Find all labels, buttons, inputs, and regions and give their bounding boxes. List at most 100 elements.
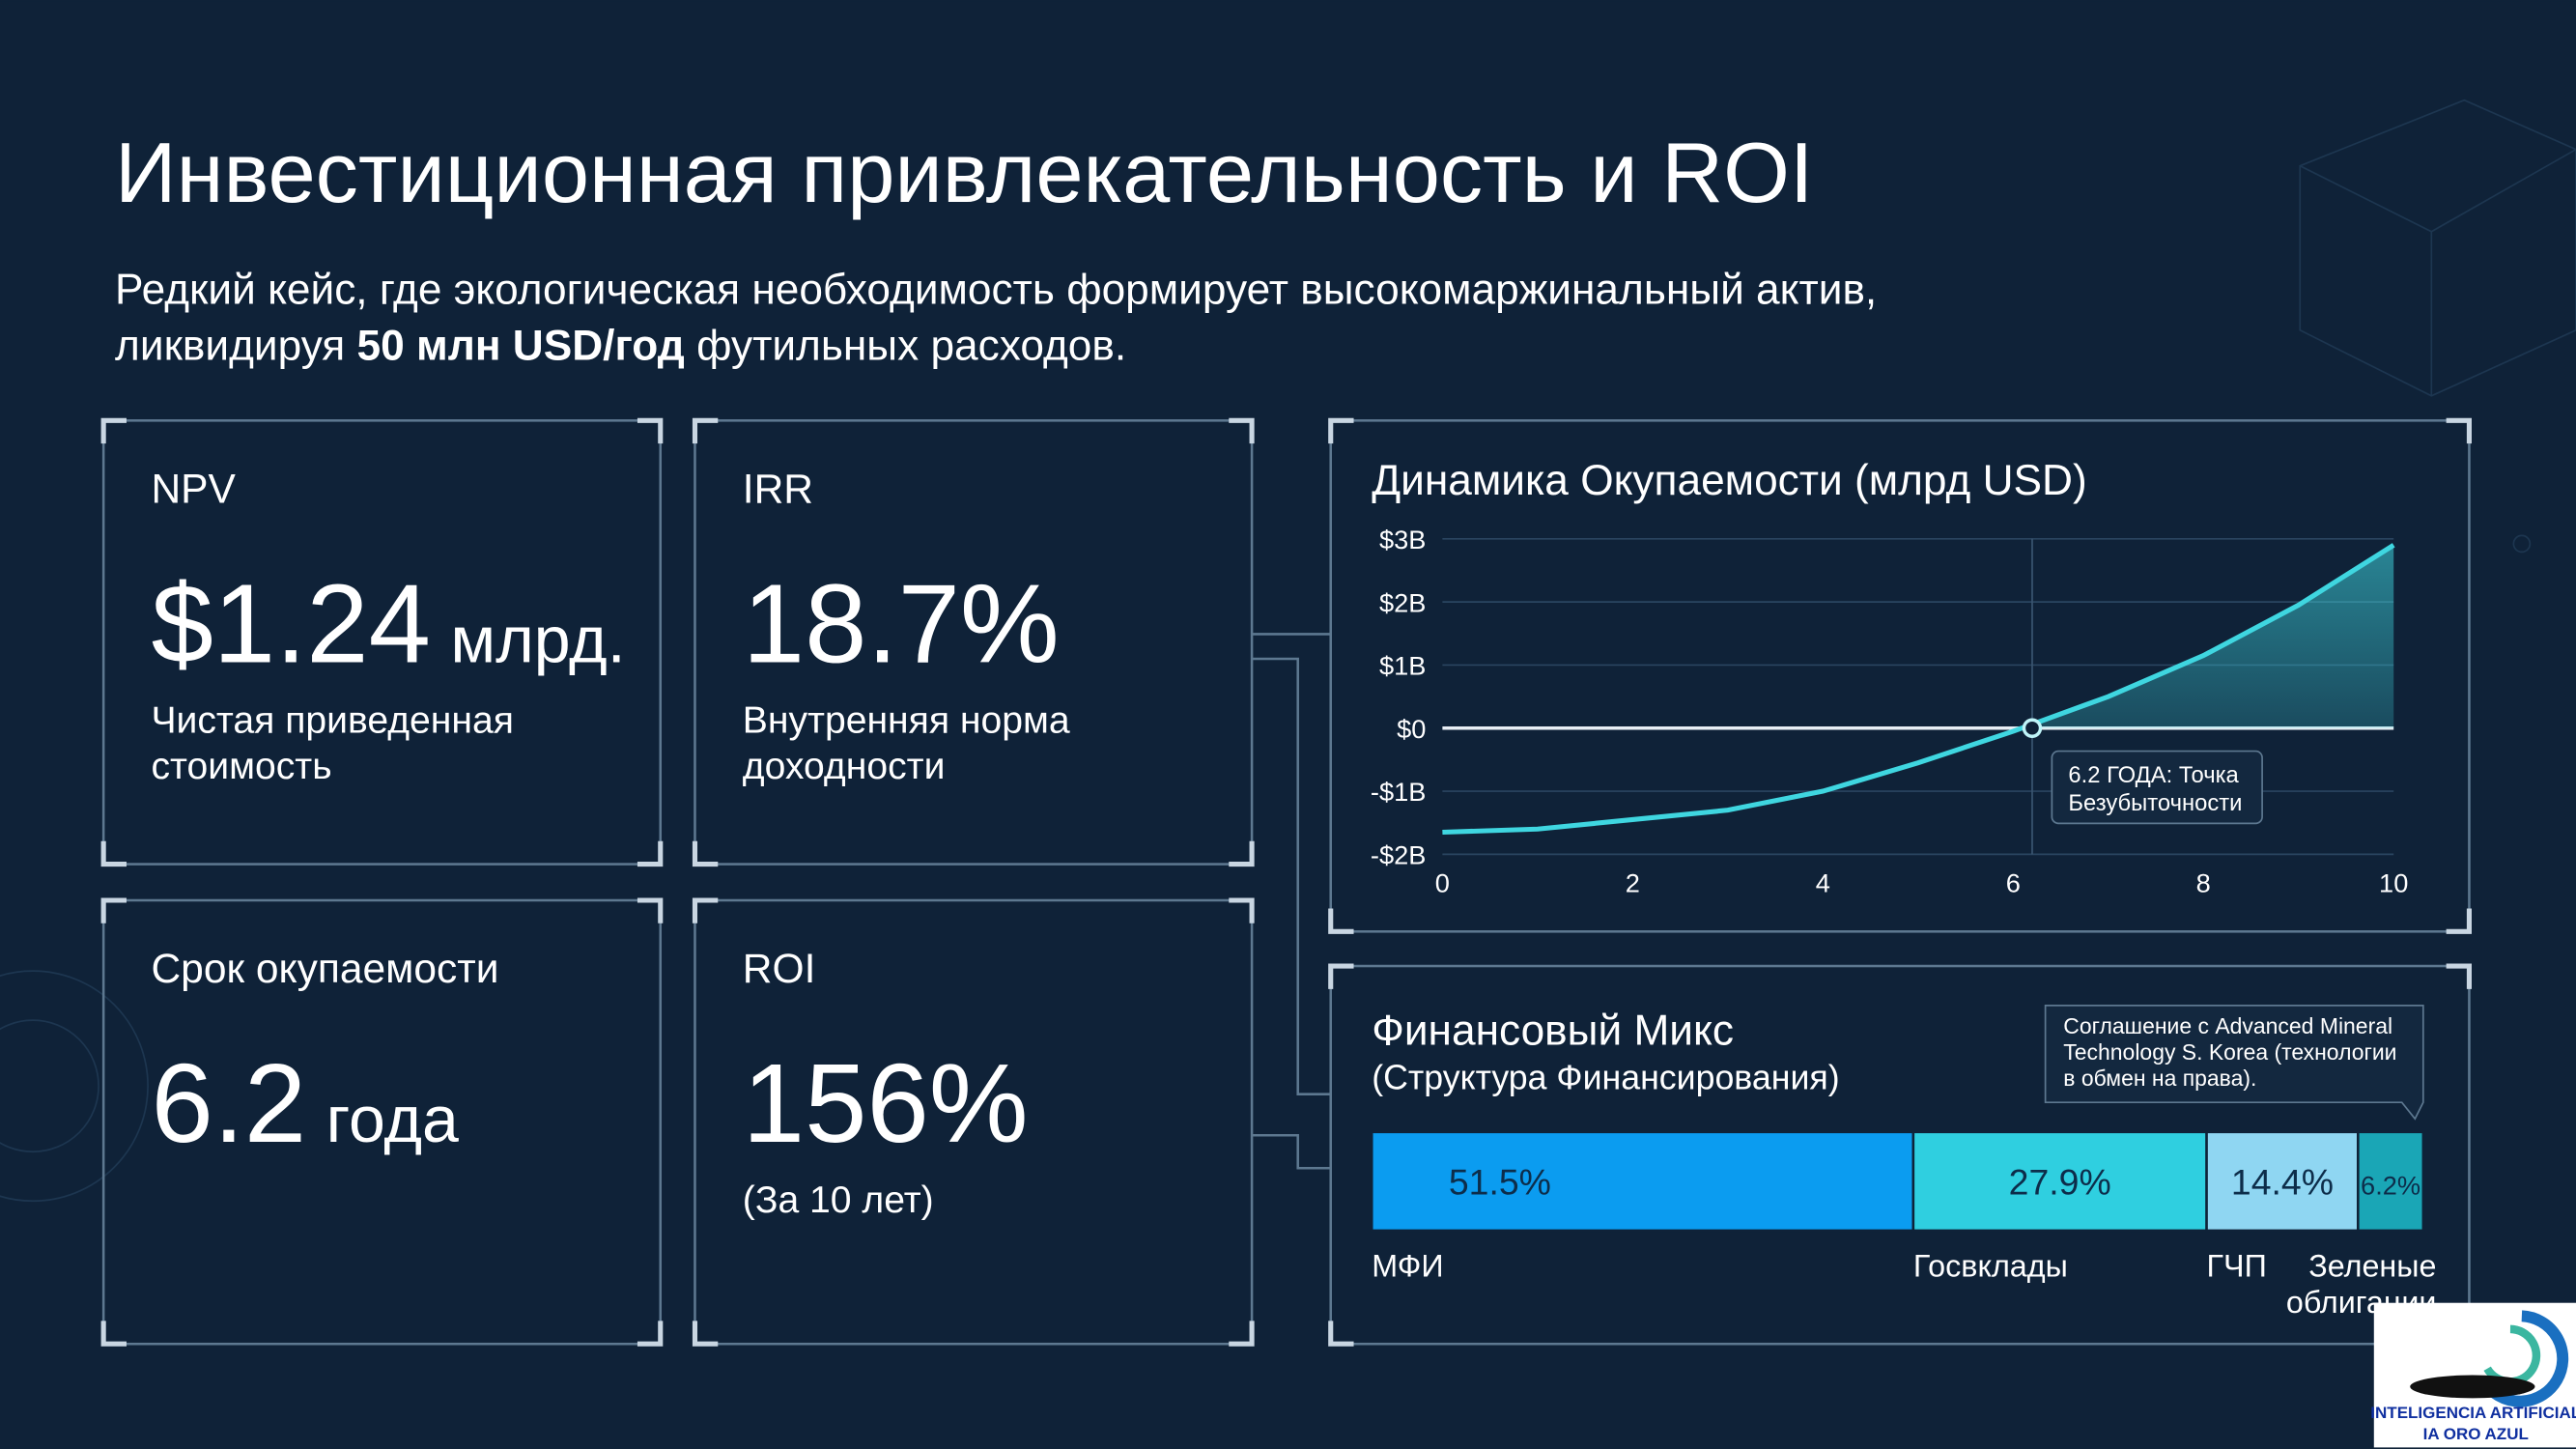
bar-value-label: 27.9% <box>2009 1161 2111 1202</box>
y-tick-label: $1B <box>1379 651 1426 681</box>
y-tick-label: -$1B <box>1371 777 1426 807</box>
bar-segment <box>1370 1130 1915 1233</box>
card-value-unit: млрд. <box>450 603 625 676</box>
card-frame <box>101 419 663 866</box>
subtitle-text: ликвидируя <box>115 322 356 369</box>
bar-value-label: 6.2% <box>2361 1170 2420 1200</box>
annotation-text: 6.2 ГОДА: Точка <box>2068 762 2239 788</box>
card-corner <box>1328 908 1354 934</box>
logo-text: IA ORO AZUL <box>2423 1425 2529 1443</box>
card-corner <box>1229 897 1255 923</box>
card-corner <box>100 840 127 867</box>
card-corner <box>2446 908 2472 934</box>
card-corner <box>637 840 664 867</box>
chart-subtitle: (Структура Финансирования) <box>1372 1059 1839 1097</box>
card-corner <box>1328 1321 1354 1347</box>
bar-value-label: 14.4% <box>2231 1161 2334 1202</box>
note-box <box>2044 1005 2424 1121</box>
x-tick-label: 8 <box>2196 867 2211 897</box>
note-text: Соглашение с Advanced Mineral <box>2063 1013 2392 1038</box>
card-value-unit: года <box>326 1083 459 1156</box>
card-corner <box>692 1321 719 1347</box>
x-tick-label: 4 <box>1816 867 1830 897</box>
bar-value-label: 51.5% <box>1449 1161 1551 1202</box>
card-corner <box>1229 840 1255 867</box>
y-tick-label: $3B <box>1379 525 1426 554</box>
card-label: ROI <box>743 947 816 992</box>
card-corner <box>692 840 719 867</box>
y-tick-label: -$2B <box>1371 840 1426 870</box>
y-tick-label: $2B <box>1379 587 1426 617</box>
title: Инвестиционная привлекательность и ROI <box>115 125 1813 220</box>
card-corner <box>1328 963 1354 989</box>
card-label: IRR <box>743 467 813 512</box>
logo: INTELIGENCIA ARTIFICIAL IA ORO AZUL <box>2370 1302 2576 1448</box>
card-corner <box>1229 417 1255 444</box>
category-label: МФИ <box>1372 1249 1443 1284</box>
subtitle-text: футильных расходов. <box>685 322 1126 369</box>
card-frame <box>101 898 663 1346</box>
annotation-box <box>2051 750 2263 825</box>
note-text: Technology S. Korea (технологии <box>2063 1039 2396 1065</box>
card-corner <box>1229 1321 1255 1347</box>
subtitle-bold: 50 млн USD/год <box>357 322 685 369</box>
chart-title: Динамика Окупаемости (млрд USD) <box>1372 457 2086 504</box>
card-corner <box>637 1321 664 1347</box>
x-tick-label: 2 <box>1626 867 1640 897</box>
card-corner <box>100 897 127 923</box>
card-frame <box>1329 419 2471 933</box>
cards: NPV $1.24 млрд. Чистая приведеннаястоимость… <box>100 417 1255 1347</box>
line <box>1442 543 2395 836</box>
connectors <box>1252 633 1331 1170</box>
card-corner <box>692 417 719 444</box>
card-corner <box>2446 417 2472 444</box>
x-tick-label: 0 <box>1435 867 1450 897</box>
charts: Динамика Окупаемости (млрд USD) $3B $2B $1B… <box>1328 417 2472 1347</box>
card-value-number: $1.24 <box>151 560 430 686</box>
category-label: Госвклады <box>1913 1249 2068 1284</box>
card-description: Внутренняя норма <box>743 700 1070 742</box>
bar-segment <box>2357 1130 2425 1233</box>
bar-segment <box>2205 1130 2360 1233</box>
card-corner <box>637 417 664 444</box>
y-tick-label: $0 <box>1397 714 1426 744</box>
card-description: (За 10 лет) <box>743 1179 934 1221</box>
card-frame <box>1329 964 2471 1346</box>
card-description: доходности <box>743 746 946 787</box>
card-corner <box>637 897 664 923</box>
card-corner <box>1328 417 1354 444</box>
card-corner <box>692 897 719 923</box>
annotation-text: Безубыточности <box>2068 790 2242 816</box>
logo-ring <box>2478 1310 2569 1407</box>
card-value-number: 156% <box>743 1040 1029 1166</box>
decor <box>0 99 2576 1203</box>
breakeven-point <box>2022 718 2043 738</box>
bar-segment <box>1911 1130 2208 1233</box>
subtitle: ликвидируя 50 млн USD/год футильных расх… <box>115 322 1126 369</box>
chart-title: Финансовый Микс <box>1372 1008 1734 1055</box>
x-tick-label: 10 <box>2379 867 2408 897</box>
card-value: 18.7% <box>743 560 1060 686</box>
card-corner <box>100 1321 127 1347</box>
card-value-number: 6.2 <box>151 1040 306 1166</box>
card-description: Чистая приведенная <box>151 700 513 742</box>
card-corner <box>2446 963 2472 989</box>
card-description: стоимость <box>151 746 331 787</box>
card-label: Срок окупаемости <box>151 947 498 992</box>
card-value: 156% <box>743 1040 1029 1166</box>
note-text: в обмен на права). <box>2063 1065 2256 1091</box>
logo-text: INTELIGENCIA ARTIFICIAL <box>2370 1404 2576 1422</box>
card-corner <box>100 417 127 444</box>
category-label: ГЧП <box>2207 1249 2267 1284</box>
card-label: NPV <box>151 467 236 512</box>
area <box>2031 545 2394 728</box>
card-value: $1.24 млрд. <box>151 560 625 686</box>
card-value: 6.2 года <box>151 1040 459 1166</box>
category-label-line: Зеленые <box>2308 1249 2436 1284</box>
card-value-number: 18.7% <box>743 560 1060 686</box>
card-frame <box>694 898 1254 1346</box>
logo-base <box>2410 1375 2535 1399</box>
card-frame <box>694 419 1254 866</box>
